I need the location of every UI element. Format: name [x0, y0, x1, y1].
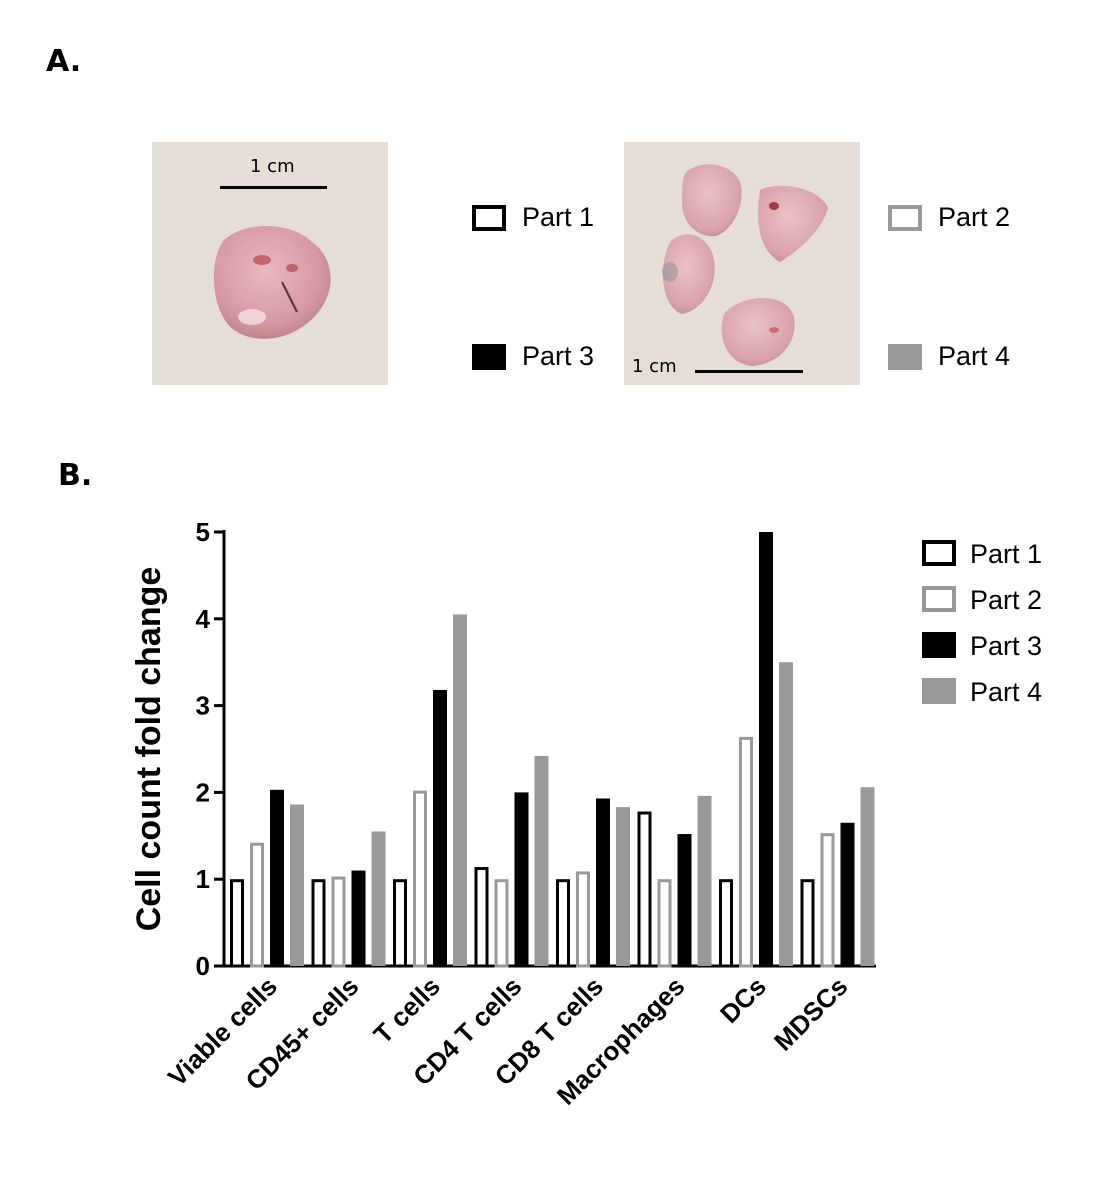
bar	[433, 689, 447, 966]
scale-bar-right	[695, 370, 803, 373]
bar	[759, 532, 773, 966]
bar	[556, 879, 570, 968]
tumor-parts-illustration	[662, 164, 828, 366]
bar	[331, 876, 346, 968]
legend-label: Part 4	[970, 677, 1042, 707]
bar	[697, 795, 712, 966]
bar	[534, 755, 549, 966]
bar	[514, 792, 529, 966]
panel-a-label: A.	[46, 44, 82, 79]
legend-swatch	[922, 586, 956, 612]
legend-label: Part 3	[970, 631, 1042, 661]
legend-label-part-3: Part 3	[522, 341, 595, 371]
bar	[779, 662, 793, 966]
photo-legend-part-3: Part 3	[472, 341, 594, 372]
legend-label: Part 2	[970, 585, 1042, 615]
scale-label-left: 1 cm	[250, 156, 295, 177]
legend-swatch	[922, 540, 956, 566]
bar	[739, 736, 753, 968]
bar	[494, 879, 509, 968]
legend-label: Part 1	[970, 539, 1042, 569]
legend-label-part-1: Part 1	[522, 202, 595, 232]
y-tick-label: 1	[196, 864, 210, 894]
y-axis-label: Cell count fold change	[130, 567, 168, 932]
bar	[453, 614, 467, 966]
bar	[413, 790, 427, 968]
bar	[371, 831, 386, 966]
tumor-photo-whole	[152, 142, 388, 385]
bar	[351, 870, 366, 966]
x-tick-label: DCs	[714, 971, 772, 1029]
legend-label-part-4: Part 4	[938, 341, 1011, 371]
scale-label-right: 1 cm	[632, 356, 677, 377]
bar	[596, 798, 610, 966]
bar	[230, 879, 244, 968]
tumor-whole-illustration	[213, 225, 331, 339]
legend-swatch-part-1	[472, 204, 506, 231]
legend-swatch-part-2	[888, 204, 922, 231]
bar	[840, 822, 855, 966]
panel-b-label: B.	[58, 458, 93, 493]
bar	[637, 811, 652, 968]
bar	[677, 834, 692, 966]
bar	[860, 787, 875, 966]
legend-swatch	[922, 632, 956, 658]
photo-legend-part-1: Part 1	[472, 202, 594, 233]
photo-legend-part-4: Part 4	[888, 341, 1010, 372]
bar	[270, 789, 284, 966]
y-tick-label: 0	[196, 951, 210, 981]
legend-swatch	[922, 678, 956, 704]
bar	[474, 867, 489, 968]
bar	[393, 879, 407, 968]
scale-bar-left	[220, 186, 327, 189]
y-tick-label: 4	[196, 604, 211, 634]
bar	[311, 879, 326, 968]
bar	[290, 804, 304, 966]
bar	[657, 879, 672, 968]
x-tick-label: T cells	[368, 971, 446, 1049]
legend-swatch-part-4	[888, 343, 922, 370]
bar	[576, 871, 590, 968]
x-tick-label: MDSCs	[768, 971, 854, 1057]
bar	[250, 842, 264, 968]
bar	[820, 833, 835, 968]
bar	[719, 879, 733, 968]
legend-swatch-part-3	[472, 343, 506, 370]
tumor-photo-parts	[624, 142, 860, 385]
legend-label-part-2: Part 2	[938, 202, 1011, 232]
y-tick-label: 3	[196, 691, 210, 721]
photo-legend-part-2: Part 2	[888, 202, 1010, 233]
y-tick-label: 5	[196, 517, 210, 547]
bar	[616, 807, 630, 966]
y-tick-label: 2	[196, 777, 210, 807]
bar	[800, 879, 815, 968]
